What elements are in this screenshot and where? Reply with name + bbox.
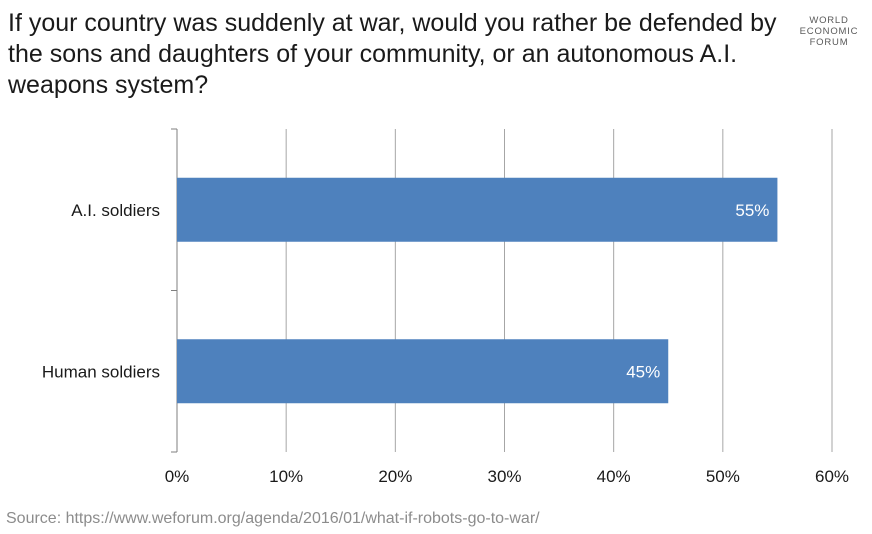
bar — [177, 339, 669, 404]
x-tick-label: 40% — [597, 467, 631, 486]
logo-line-3: FORUM — [809, 37, 849, 48]
logo-line-1: WORLD — [809, 15, 849, 26]
world-economic-forum-logo: WORLD ECONOMIC FORUM — [794, 15, 864, 48]
bar — [177, 177, 778, 242]
x-tick-label: 30% — [487, 467, 521, 486]
data-label: 45% — [626, 362, 660, 381]
x-tick-label: 10% — [269, 467, 303, 486]
x-tick-label: 50% — [706, 467, 740, 486]
source-note: Source: https://www.weforum.org/agenda/2… — [6, 510, 540, 527]
logo-line-2: ECONOMIC — [799, 26, 859, 37]
category-label: A.I. soldiers — [71, 201, 160, 220]
x-tick-label: 0% — [165, 467, 190, 486]
data-label: 55% — [735, 201, 769, 220]
chart-title: If your country was suddenly at war, wou… — [8, 9, 777, 99]
category-label: Human soldiers — [42, 362, 160, 381]
x-tick-label: 20% — [378, 467, 412, 486]
x-tick-label: 60% — [815, 467, 849, 486]
